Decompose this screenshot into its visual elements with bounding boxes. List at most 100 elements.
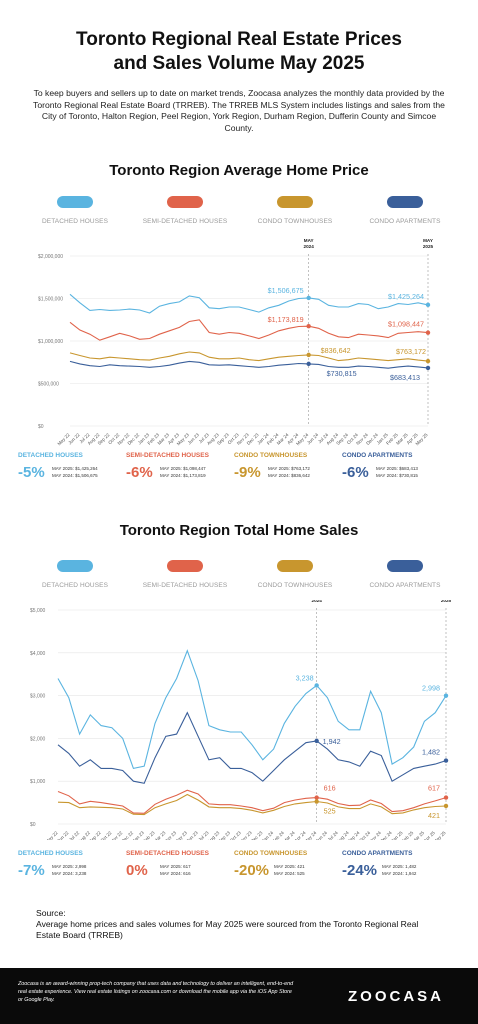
series-point-apartment — [306, 361, 311, 367]
data-label: 421 — [428, 811, 440, 820]
stat-detail: MAY 2025: 421 MAY 2024: 525 — [274, 863, 305, 877]
x-tick-label: May 23 — [174, 830, 189, 840]
series-point-semi — [425, 330, 431, 335]
stat-percent-change: -6% — [342, 464, 369, 481]
stat-detail: MAY 2025: $1,098,447 MAY 2024: $1,173,819 — [160, 465, 206, 479]
stat-current: MAY 2025: $1,425,264 — [52, 466, 98, 471]
x-tick-label: Jan 24 — [261, 830, 275, 840]
stat-name: SEMI-DETACHED HOUSES — [126, 850, 209, 857]
x-tick-label: Jun 23 — [186, 830, 200, 840]
period-marker-label: 2024 — [312, 600, 323, 603]
stat-name: DETACHED HOUSES — [18, 850, 83, 857]
stat-name: DETACHED HOUSES — [18, 452, 83, 459]
y-tick-label: $2,000 — [30, 736, 46, 742]
stat-previous: MAY 2024: $836,642 — [268, 473, 310, 478]
stat-percent-change: -20% — [234, 862, 270, 879]
legend-item-apartment: CONDO APARTMENTS — [350, 560, 460, 589]
x-tick-label: Jan 25 — [390, 830, 404, 840]
zoocasa-logo: ZOOCASA — [348, 988, 444, 1005]
stat-semi: SEMI-DETACHED HOUSES -6% MAY 2025: $1,098,… — [126, 452, 236, 481]
x-tick-label: Jun 24 — [315, 830, 329, 840]
x-tick-label: Nov 23 — [239, 830, 253, 840]
stat-detail: MAY 2025: $1,425,264 MAY 2024: $1,506,675 — [52, 465, 98, 479]
sales-stats: DETACHED HOUSES -7% MAY 2025: 2,998 MAY 202… — [18, 850, 458, 886]
series-line-townhouse — [69, 351, 429, 362]
series-point-apartment — [425, 365, 431, 371]
x-tick-label: Dec 23 — [250, 830, 264, 840]
x-tick-label: May 22 — [45, 830, 60, 840]
series-line-apartment — [57, 711, 447, 784]
price-stats: DETACHED HOUSES -5% MAY 2025: $1,425,264 MA… — [18, 452, 458, 488]
legend-label: CONDO TOWNHOUSES — [257, 218, 333, 225]
legend-swatch-apartment — [387, 560, 423, 572]
x-tick-label: Sep 22 — [88, 830, 102, 840]
series-line-detached — [57, 649, 447, 770]
legend-label: DETACHED HOUSES — [41, 582, 109, 589]
stat-apartment: CONDO APARTMENTS -6% MAY 2025: $683,413 MAY… — [342, 452, 452, 481]
x-tick-label: Dec 24 — [379, 830, 393, 840]
stat-current: MAY 2025: 617 — [160, 864, 191, 869]
stat-apartment: CONDO APARTMENTS -24% MAY 2025: 1,482 MAY 2… — [342, 850, 452, 879]
data-label: $836,642 — [321, 346, 351, 355]
legend-item-apartment: CONDO APARTMENTS — [350, 196, 460, 225]
data-label: $1,173,819 — [268, 315, 304, 324]
y-tick-label: $1,500,000 — [38, 297, 63, 303]
stat-name: SEMI-DETACHED HOUSES — [126, 452, 209, 459]
legend-item-townhouse: CONDO TOWNHOUSES — [240, 196, 350, 225]
x-tick-label: May 24 — [303, 830, 318, 840]
legend-swatch-semi — [167, 560, 203, 572]
x-tick-label: Oct 22 — [99, 830, 112, 840]
data-label: $1,098,447 — [388, 320, 424, 329]
stat-current: MAY 2025: 2,998 — [52, 864, 87, 869]
series-point-detached — [314, 683, 319, 688]
stat-current: MAY 2025: 421 — [274, 864, 305, 869]
x-tick-label: Jun 23 — [187, 432, 201, 446]
price-chart-svg: $0 $500,000 $1,000,000 $1,500,000 $2,000,000… — [38, 238, 434, 446]
stat-detached: DETACHED HOUSES -7% MAY 2025: 2,998 MAY 202… — [18, 850, 128, 879]
stat-detached: DETACHED HOUSES -5% MAY 2025: $1,425,264 MA… — [18, 452, 128, 481]
series-line-townhouse — [57, 793, 447, 816]
y-tick-label: $3,000 — [30, 694, 46, 700]
stat-semi: SEMI-DETACHED HOUSES 0% MAY 2025: 617 MAY 2… — [126, 850, 236, 879]
footer-text: Zoocasa is an award-winning prop-tech co… — [18, 981, 294, 1003]
stat-name: CONDO APARTMENTS — [342, 452, 413, 459]
y-tick-label: $2,000,000 — [38, 254, 63, 260]
x-tick-label: Mar 24 — [282, 830, 296, 840]
x-tick-label: Jul 23 — [197, 830, 210, 840]
x-tick-label: Oct 24 — [358, 830, 371, 840]
legend-item-townhouse: CONDO TOWNHOUSES — [240, 560, 350, 589]
data-label: 525 — [324, 807, 336, 816]
legend-label: CONDO TOWNHOUSES — [257, 582, 333, 589]
x-tick-label: Aug 24 — [336, 830, 350, 840]
x-tick-label: Feb 25 — [401, 830, 415, 840]
stat-percent-change: 0% — [126, 862, 148, 879]
data-label: $683,413 — [390, 373, 420, 382]
legend-item-detached: DETACHED HOUSES — [20, 196, 130, 225]
stat-name: CONDO TOWNHOUSES — [234, 452, 308, 459]
series-point-semi — [306, 324, 311, 329]
data-label: 2,998 — [422, 684, 440, 693]
y-tick-label: $5,000 — [30, 608, 46, 614]
stat-detail: MAY 2025: 2,998 MAY 2024: 3,238 — [52, 863, 86, 877]
stat-percent-change: -7% — [18, 862, 45, 879]
series-point-townhouse — [306, 352, 311, 358]
series-point-detached — [306, 295, 311, 301]
period-marker-label: 2024 — [304, 244, 315, 249]
source-label: Source: — [36, 908, 66, 918]
stat-current: MAY 2025: $1,098,447 — [160, 466, 206, 471]
stat-current: MAY 2025: $763,172 — [268, 466, 310, 471]
y-tick-label: $0 — [30, 822, 36, 828]
x-tick-label: Jun 22 — [67, 432, 81, 446]
legend-swatch-detached — [57, 560, 93, 572]
period-marker-label: 2025 — [423, 244, 434, 249]
y-tick-label: $0 — [38, 424, 44, 430]
series-line-semi — [57, 789, 447, 814]
price-legend: DETACHED HOUSES SEMI-DETACHED HOUSES CON… — [20, 196, 460, 236]
legend-item-semi: SEMI-DETACHED HOUSES — [130, 560, 240, 589]
series-point-semi — [443, 795, 449, 800]
sales-legend: DETACHED HOUSES SEMI-DETACHED HOUSES CON… — [20, 560, 460, 600]
sales-chart-title: Toronto Region Total Home Sales — [119, 522, 359, 539]
sales-chart: $0 $1,000 $2,000 $3,000 $4,000 $5,000 May 22 Ju… — [0, 600, 478, 840]
x-tick-label: Jul 22 — [68, 830, 81, 840]
x-tick-label: Mar 25 — [411, 830, 425, 840]
